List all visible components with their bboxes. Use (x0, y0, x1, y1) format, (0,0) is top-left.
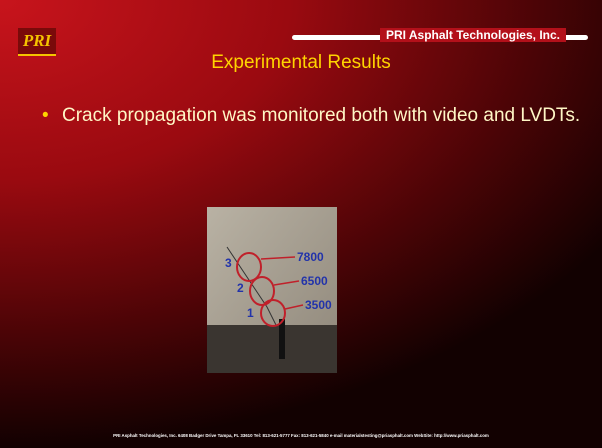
footer: PRI Asphalt Technologies, Inc. 6408 Badg… (0, 433, 602, 438)
slide: PRI PRI Asphalt Technologies, Inc. Exper… (0, 0, 602, 448)
company-name: PRI Asphalt Technologies, Inc. (380, 28, 566, 42)
photo-load: 7800 (297, 250, 324, 264)
slide-title: Experimental Results (0, 52, 602, 74)
photo: 3 2 1 7800 6500 3500 (207, 207, 337, 373)
photo-mark: 3 (225, 256, 232, 270)
photo-mark: 2 (237, 281, 244, 295)
photo-load: 3500 (305, 298, 332, 312)
photo-load: 6500 (301, 274, 328, 288)
bullet: Crack propagation was monitored both wit… (42, 102, 602, 130)
photo-base (207, 325, 337, 373)
photo-mark: 1 (247, 306, 254, 320)
lvdt (279, 319, 285, 359)
